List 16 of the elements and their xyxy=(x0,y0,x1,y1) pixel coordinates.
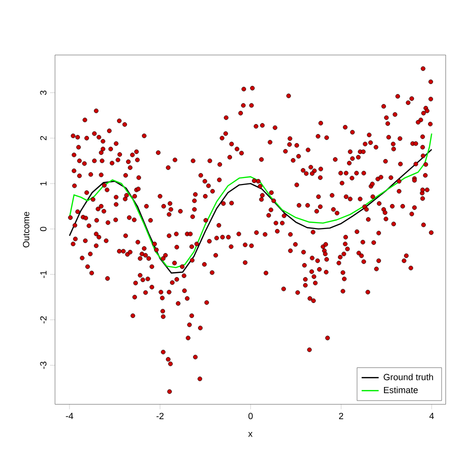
x-axis-title: x xyxy=(248,432,252,437)
legend-label: Ground truth xyxy=(384,374,434,380)
legend-label: Estimate xyxy=(384,386,418,394)
x-tick-label: -4 xyxy=(66,412,74,419)
y-tick-label: 0 xyxy=(40,226,46,232)
y-tick-label: -2 xyxy=(40,316,46,324)
y-axis-title: Outcome xyxy=(22,212,30,248)
x-tick-label: 2 xyxy=(339,412,344,420)
y-tick-label: 3 xyxy=(40,90,46,95)
y-tick-label: -3 xyxy=(40,362,46,369)
x-tick-label: 4 xyxy=(429,412,434,419)
x-tick-label: -2 xyxy=(156,412,164,420)
y-tick-label: 2 xyxy=(40,136,46,140)
x-tick-label: 0 xyxy=(248,412,253,420)
y-tick-label: -1 xyxy=(40,270,46,278)
y-tick-label: 1 xyxy=(40,181,46,186)
